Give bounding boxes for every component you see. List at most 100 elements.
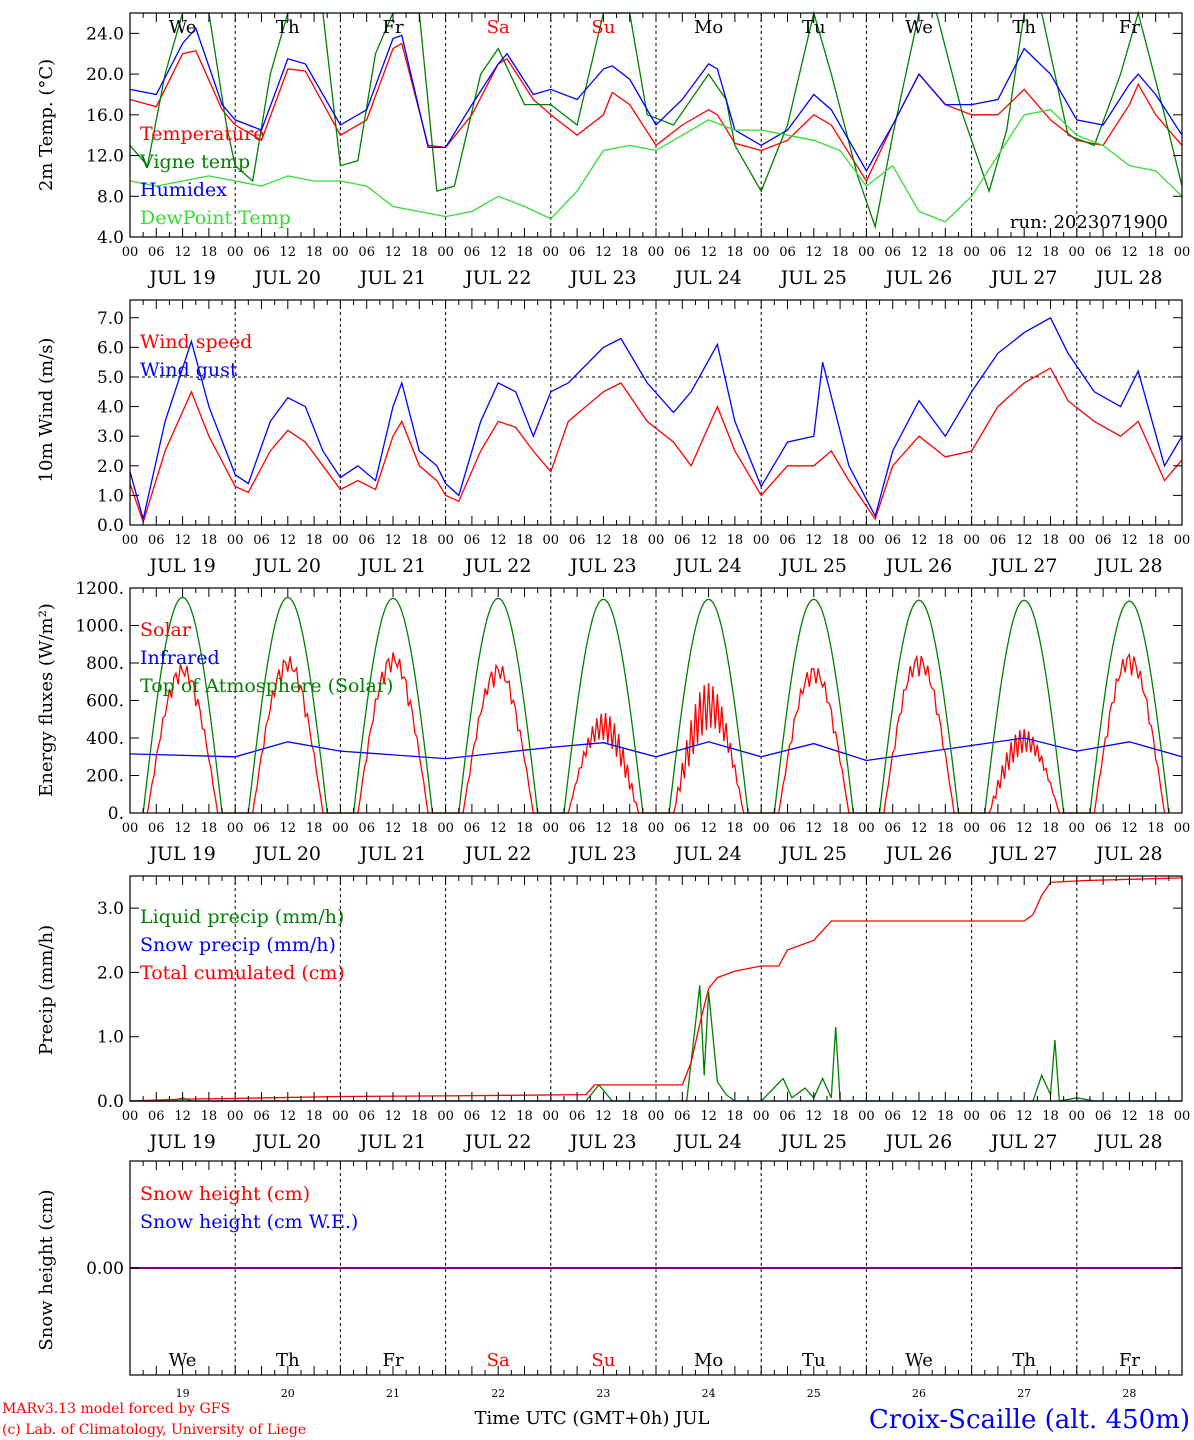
day-label: JUL 23 <box>568 1131 636 1153</box>
day-label: JUL 28 <box>1094 843 1162 865</box>
day-label: JUL 19 <box>147 267 215 289</box>
weekday-label: Th <box>276 1350 300 1371</box>
hour-tick-label: 06 <box>990 245 1007 260</box>
series-line <box>129 367 1183 525</box>
series-line <box>129 42 1183 183</box>
weekday-label: Sa <box>487 17 510 38</box>
hour-tick-label: 12 <box>911 245 928 260</box>
hour-tick-label: 06 <box>674 245 691 260</box>
weekday-label: Fr <box>1119 1350 1140 1371</box>
hour-tick-label: 18 <box>411 821 428 836</box>
day-label: JUL 19 <box>147 1131 215 1153</box>
hour-tick-label: 12 <box>385 533 402 548</box>
y-tick-label: 600. <box>86 692 124 712</box>
hour-tick-label: 00 <box>858 1109 875 1124</box>
weekday-label: Mo <box>694 1350 723 1371</box>
hour-tick-label: 06 <box>1095 245 1112 260</box>
hour-tick-label: 00 <box>122 533 139 548</box>
day-label: JUL 24 <box>673 843 741 865</box>
day-label: JUL 26 <box>884 267 952 289</box>
day-number-label: 27 <box>1017 1387 1031 1400</box>
weekday-label: Fr <box>382 17 403 38</box>
day-label: JUL 25 <box>779 555 847 577</box>
y-tick-label: 1.0 <box>97 486 124 506</box>
weekday-label: Mo <box>694 17 723 38</box>
legend-entry: Snow precip (mm/h) <box>140 934 336 956</box>
legend-entry: Solar <box>140 619 192 641</box>
hour-tick-label: 12 <box>490 821 507 836</box>
hour-tick-label: 06 <box>358 245 375 260</box>
day-number-label: 20 <box>281 1387 295 1400</box>
hour-tick-label: 00 <box>858 245 875 260</box>
hour-tick-label: 18 <box>516 533 533 548</box>
hour-tick-label: 18 <box>516 245 533 260</box>
hour-tick-label: 12 <box>700 1109 717 1124</box>
hour-tick-label: 06 <box>1095 1109 1112 1124</box>
hour-tick-label: 00 <box>437 1109 454 1124</box>
hour-tick-label: 18 <box>411 1109 428 1124</box>
hour-tick-label: 06 <box>779 245 796 260</box>
day-label: JUL 26 <box>884 843 952 865</box>
day-label: JUL 27 <box>989 1131 1057 1153</box>
hour-tick-label: 00 <box>332 821 349 836</box>
legend-entry: Total cumulated (cm) <box>140 962 345 984</box>
hour-tick-label: 12 <box>280 245 297 260</box>
hour-tick-label: 06 <box>674 1109 691 1124</box>
hour-tick-label: 18 <box>727 533 744 548</box>
hour-tick-label: 06 <box>884 533 901 548</box>
hour-tick-label: 00 <box>437 821 454 836</box>
day-label: JUL 21 <box>358 555 426 577</box>
legend-entry: Wind speed <box>140 331 252 353</box>
weekday-label: We <box>905 17 933 38</box>
hour-tick-label: 00 <box>963 533 980 548</box>
day-number-label: 24 <box>702 1387 716 1400</box>
hour-tick-label: 06 <box>674 533 691 548</box>
day-label: JUL 26 <box>884 555 952 577</box>
day-label: JUL 21 <box>358 1131 426 1153</box>
day-number-label: 25 <box>807 1387 821 1400</box>
legend-entry: Liquid precip (mm/h) <box>140 906 344 928</box>
y-axis-label: Precip (mm/h) <box>36 925 57 1055</box>
day-label: JUL 23 <box>568 267 636 289</box>
frame-layer <box>129 12 1183 1376</box>
y-axis-label: Energy fluxes (W/m²) <box>36 603 57 797</box>
day-label: JUL 20 <box>253 843 321 865</box>
legend-entry: Top of Atmosphere (Solar) <box>140 675 393 697</box>
hour-tick-label: 00 <box>1174 533 1191 548</box>
hour-tick-label: 00 <box>1174 821 1191 836</box>
day-label: JUL 19 <box>147 555 215 577</box>
legend-entry: DewPoint Temp <box>140 207 291 229</box>
weekday-label: Tu <box>802 1350 826 1371</box>
legend-entry: Humidex <box>140 179 227 201</box>
hour-tick-label: 00 <box>1174 1109 1191 1124</box>
grid-layer <box>130 13 1182 1375</box>
plot-frame <box>129 587 1183 814</box>
y-tick-label: 5.0 <box>97 368 124 388</box>
hour-tick-label: 00 <box>332 245 349 260</box>
hour-tick-label: 12 <box>1016 1109 1033 1124</box>
lab-credit: (c) Lab. of Climatology, University of L… <box>2 1422 306 1438</box>
hour-tick-label: 00 <box>1174 245 1191 260</box>
hour-tick-label: 12 <box>1016 533 1033 548</box>
hour-tick-label: 00 <box>648 533 665 548</box>
hour-tick-label: 12 <box>490 533 507 548</box>
hour-tick-label: 00 <box>753 533 770 548</box>
hour-tick-label: 18 <box>727 245 744 260</box>
y-tick-label: 3.0 <box>97 899 124 919</box>
hour-tick-label: 00 <box>1069 1109 1086 1124</box>
hour-tick-label: 18 <box>937 533 954 548</box>
hour-tick-label: 06 <box>358 533 375 548</box>
hour-tick-label: 06 <box>569 821 586 836</box>
hour-tick-label: 00 <box>437 245 454 260</box>
hour-tick-label: 06 <box>253 533 270 548</box>
hour-tick-label: 00 <box>227 245 244 260</box>
hour-tick-label: 06 <box>779 821 796 836</box>
hour-tick-label: 12 <box>385 245 402 260</box>
day-number-label: 23 <box>596 1387 610 1400</box>
hour-tick-label: 18 <box>1042 821 1059 836</box>
y-tick-label: 24.0 <box>86 24 124 44</box>
hour-tick-label: 12 <box>700 533 717 548</box>
hour-tick-label: 06 <box>253 1109 270 1124</box>
y-tick-label: 3.0 <box>97 427 124 447</box>
